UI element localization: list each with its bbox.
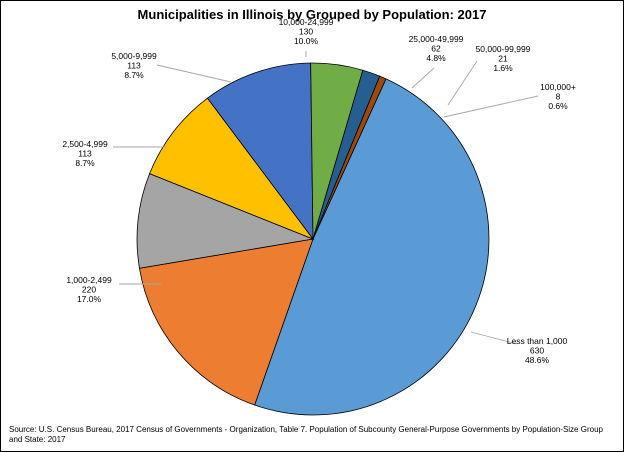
source-footnote: Source: U.S. Census Bureau, 2017 Census … xyxy=(9,425,603,444)
pie-slice-2-500-4-999 xyxy=(136,173,315,269)
chart-title: Municipalities in Illinois by Grouped by… xyxy=(137,7,487,22)
leader-line xyxy=(447,60,478,106)
pie-slice-100-000 xyxy=(312,75,387,240)
pie-slice-less-than-1-000 xyxy=(254,78,490,416)
pie-slice-10-000-24-999 xyxy=(206,62,314,241)
slice-label: 1,000-2,499 220 17.0% xyxy=(66,275,112,304)
leader-line xyxy=(470,331,518,345)
slice-label: 2,500-4,999 113 8.7% xyxy=(62,139,108,168)
leader-line xyxy=(443,95,539,118)
slice-label: Less than 1,000 630 48.6% xyxy=(507,336,568,365)
slice-label: 10,000-24,999 130 10.0% xyxy=(279,17,334,46)
leader-line xyxy=(156,64,232,83)
slice-label: 50,000-99,999 21 1.6% xyxy=(476,44,531,73)
slice-label: 5,000-9,999 113 8.7% xyxy=(111,51,157,80)
pie-slice-5-000-9-999 xyxy=(149,97,315,240)
slice-label: 25,000-49,999 62 4.8% xyxy=(409,34,464,63)
leader-line xyxy=(411,67,435,89)
slice-label: 100,000+ 8 0.6% xyxy=(540,82,576,111)
